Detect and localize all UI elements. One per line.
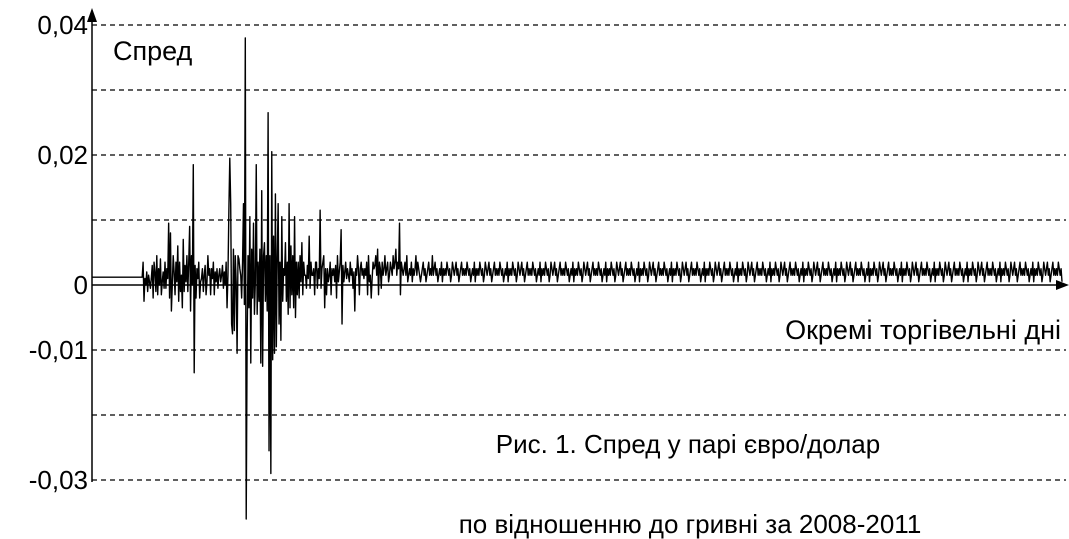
y-tick-label: 0,04 — [37, 10, 88, 40]
figure-caption-line-2: по відношенню до гривні за 2008-2011 — [459, 509, 922, 539]
figure-caption-line-1: Рис. 1. Спред у парі євро/долар — [496, 429, 880, 459]
series-line-spread — [92, 37, 1063, 520]
y-tick-label: -0,01 — [29, 335, 88, 365]
x-axis-arrow-icon — [1056, 280, 1069, 290]
y-axis-title: Спред — [113, 36, 193, 66]
y-tick-label: -0,03 — [29, 465, 88, 495]
y-axis-arrow-icon — [87, 8, 97, 22]
y-tick-label: 0 — [74, 270, 88, 300]
y-tick-labels: 0,04 0,02 0 -0,01 -0,03 — [29, 10, 88, 495]
grid-lines — [92, 24, 1066, 481]
y-tick-label: 0,02 — [37, 140, 88, 170]
axes — [87, 8, 1069, 482]
x-axis-title: Окремі торгівельні дні — [785, 315, 1061, 345]
